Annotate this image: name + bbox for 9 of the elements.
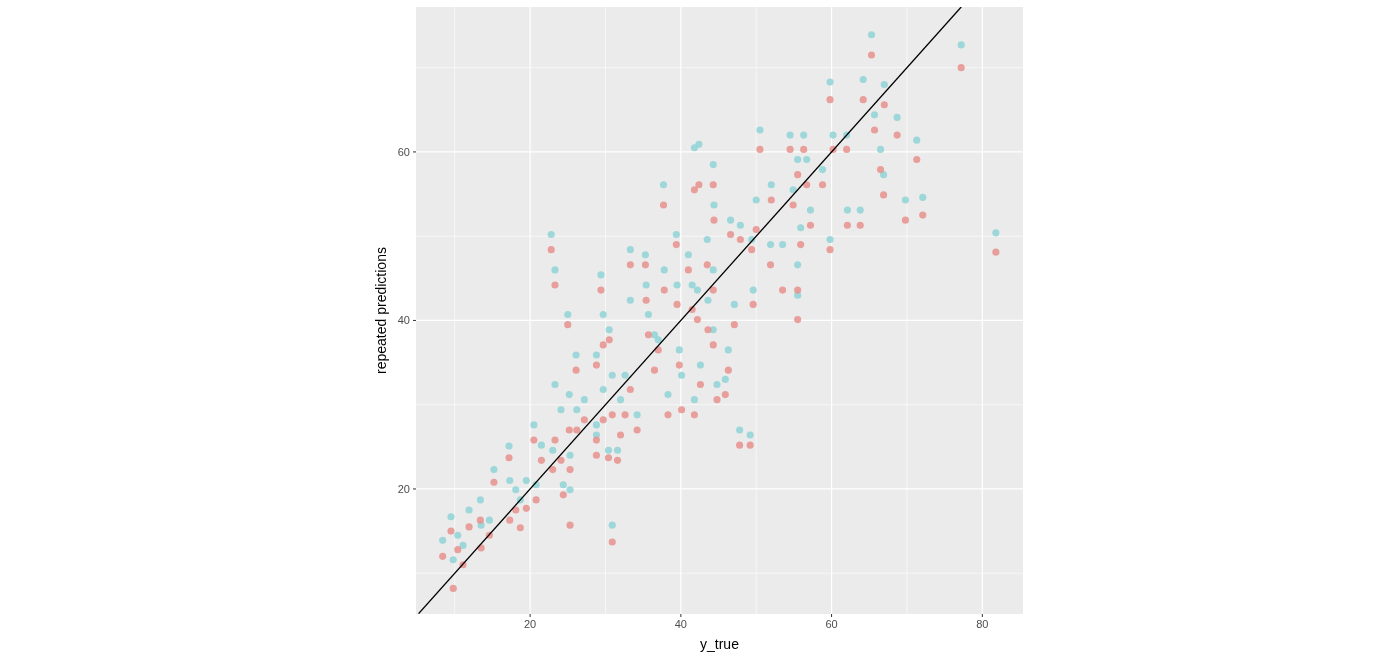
x-tick-label: 60 bbox=[825, 618, 838, 630]
x-tick-label: 80 bbox=[976, 618, 989, 630]
x-tick-label: 20 bbox=[523, 618, 537, 630]
x-axis-title: y_true bbox=[700, 636, 740, 652]
y-tick-label: 40 bbox=[397, 314, 410, 327]
x-tick-label: 40 bbox=[674, 618, 687, 630]
y-tick-label: 60 bbox=[397, 145, 410, 158]
y-axis-title: repeated predictions bbox=[373, 247, 389, 374]
y-tick-label: 20 bbox=[397, 482, 410, 495]
